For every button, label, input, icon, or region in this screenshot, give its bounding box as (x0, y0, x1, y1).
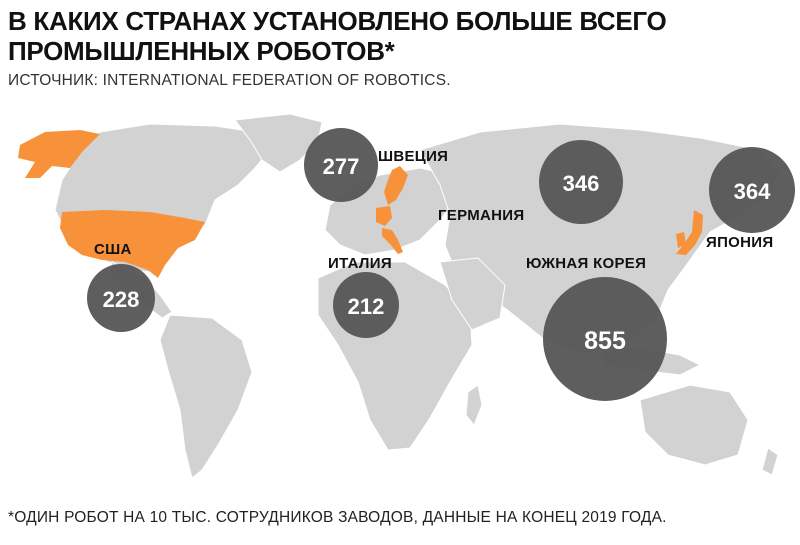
bubble-value-germany: 346 (563, 171, 600, 196)
land-arabia (439, 257, 506, 331)
value-bubbles: 228 277 346 364 212 855 (87, 128, 795, 401)
bubble-value-sweden: 277 (323, 154, 360, 179)
highlighted-countries (18, 130, 703, 278)
label-germany: ГЕРМАНИЯ (438, 207, 524, 224)
bubble-south-korea (543, 277, 667, 401)
bubble-sweden (304, 128, 378, 202)
map-title: В КАКИХ СТРАНАХ УСТАНОВЛЕНО БОЛЬШЕ ВСЕГО… (8, 6, 667, 66)
country-germany (376, 206, 392, 226)
bubble-japan (709, 147, 795, 233)
footnote: *ОДИН РОБОТ НА 10 ТЫС. СОТРУДНИКОВ ЗАВОД… (8, 509, 667, 526)
country-sweden (384, 166, 408, 205)
country-labels: США ШВЕЦИЯ ГЕРМАНИЯ ЯПОНИЯ ИТАЛИЯ ЮЖНАЯ … (94, 148, 773, 272)
land-masses (54, 113, 781, 479)
bubble-value-south-korea: 855 (584, 327, 626, 355)
bubble-italy (333, 272, 399, 338)
land-greenland (234, 113, 323, 173)
land-south-america (159, 314, 253, 479)
label-japan: ЯПОНИЯ (706, 234, 773, 251)
country-alaska (18, 130, 100, 178)
country-japan (676, 210, 703, 255)
land-australia (639, 384, 749, 466)
bubble-value-japan: 364 (734, 179, 771, 204)
country-south-korea (676, 232, 686, 248)
source-note: ИСТОЧНИК: INTERNATIONAL FEDERATION OF RO… (8, 72, 451, 89)
bubble-value-italy: 212 (348, 294, 385, 319)
land-new-zealand (761, 447, 779, 476)
label-south-korea: ЮЖНАЯ КОРЕЯ (526, 255, 646, 272)
label-usa: США (94, 241, 132, 258)
land-madagascar (465, 384, 483, 426)
bubble-value-usa: 228 (103, 287, 140, 312)
bubble-usa (87, 264, 155, 332)
country-italy (382, 228, 403, 254)
label-sweden: ШВЕЦИЯ (378, 148, 448, 165)
label-italy: ИТАЛИЯ (328, 255, 392, 272)
bubble-germany (539, 140, 623, 224)
country-usa (60, 210, 205, 278)
